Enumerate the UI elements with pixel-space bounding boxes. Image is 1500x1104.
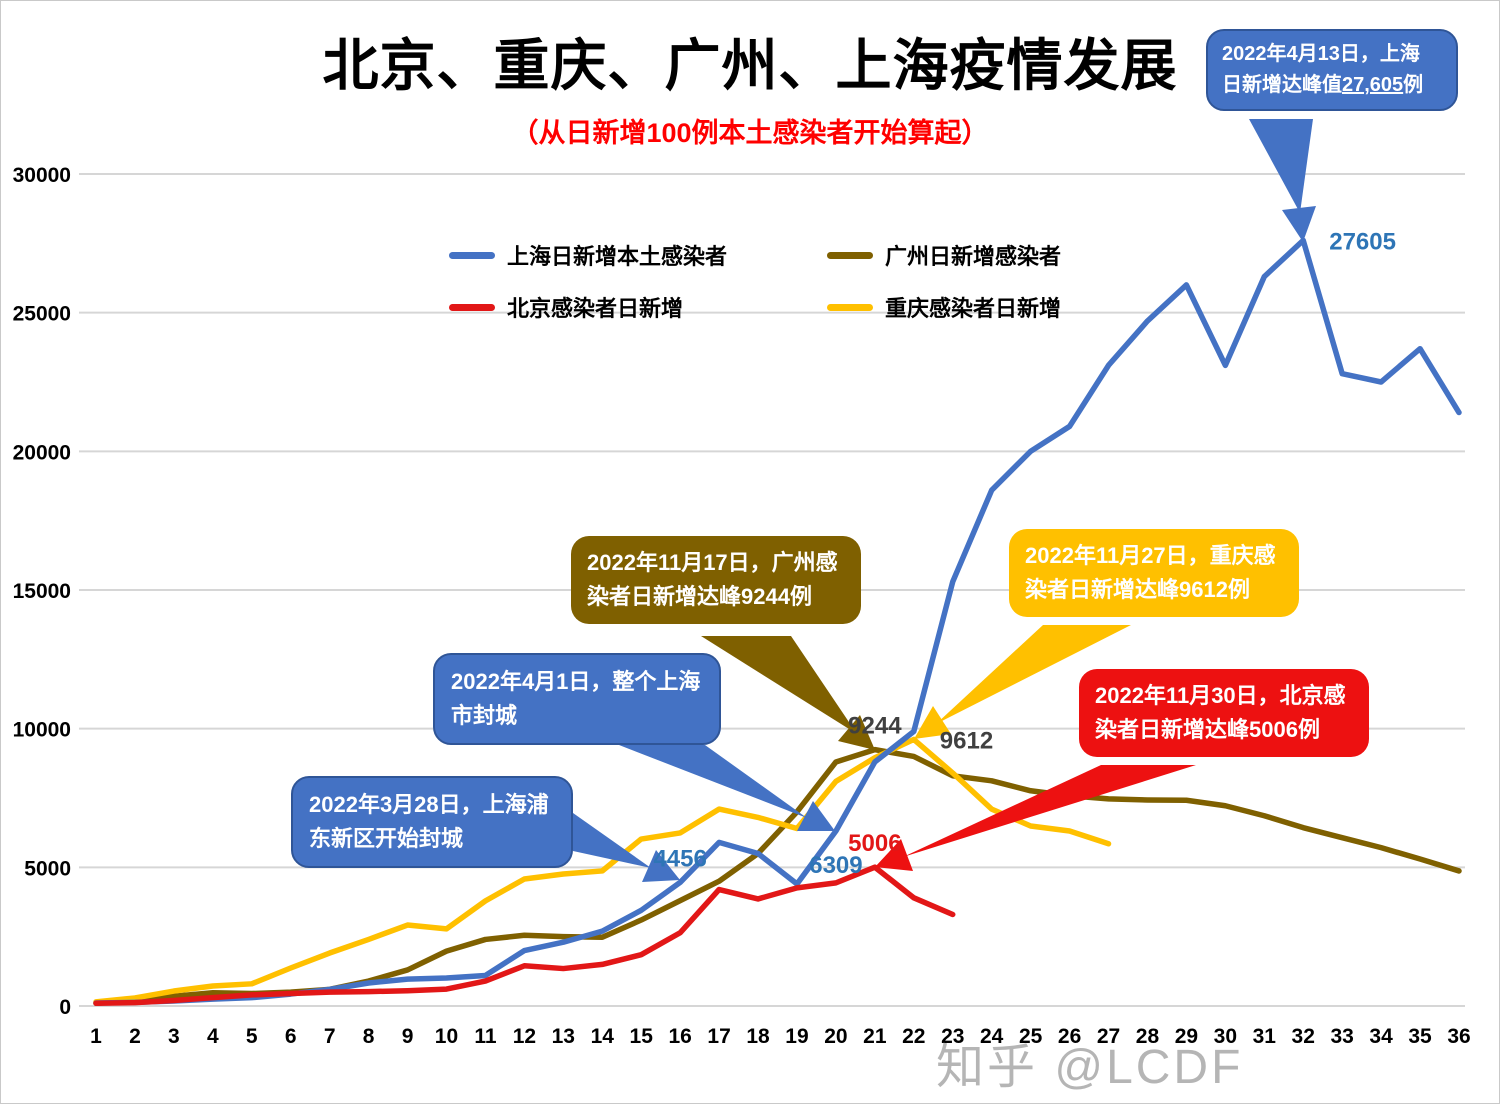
x-tick-16: 16: [668, 1025, 691, 1048]
x-tick-33: 33: [1330, 1025, 1353, 1048]
callout-tail-guangzhou: [701, 636, 857, 734]
callout-pudong-lockdown: 2022年3月28日，上海浦东新区开始封城: [291, 776, 573, 869]
x-tick-14: 14: [591, 1025, 615, 1048]
x-tick-23: 23: [941, 1025, 964, 1048]
callout-shanghai-lockdown: 2022年4月1日，整个上海市封城: [433, 653, 721, 746]
point-label-4456: 4456: [653, 845, 706, 872]
x-tick-25: 25: [1019, 1025, 1043, 1048]
legend-swatch-shanghai: [449, 251, 495, 259]
callout-arrowhead-shanghai-peak: [1282, 206, 1316, 242]
x-tick-18: 18: [746, 1025, 770, 1048]
series-lines: [93, 237, 1462, 1006]
point-label-27605: 27605: [1329, 228, 1396, 255]
x-tick-5: 5: [246, 1025, 258, 1048]
x-tick-27: 27: [1097, 1025, 1120, 1048]
x-tick-13: 13: [552, 1025, 575, 1048]
legend-item-shanghai: 上海日新增本土感染者: [449, 241, 827, 269]
legend-label-chongqing: 重庆感染者日新增: [885, 296, 1062, 321]
x-tick-28: 28: [1136, 1025, 1160, 1048]
y-tick-30000: 30000: [13, 164, 71, 187]
legend-label-guangzhou: 广州日新增感染者: [885, 244, 1062, 269]
callout-tail-shanghai-peak: [1249, 119, 1313, 213]
callout-arrowhead-beijing: [875, 839, 913, 871]
x-tick-30: 30: [1214, 1025, 1237, 1048]
series-line-beijing: [93, 864, 956, 1006]
x-tick-24: 24: [980, 1025, 1004, 1048]
y-tick-0: 0: [59, 996, 71, 1019]
x-tick-6: 6: [285, 1025, 297, 1048]
x-tick-20: 20: [824, 1025, 847, 1048]
callout-chongqing-peak: 2022年11月27日，重庆感染者日新增达峰9612例: [1009, 529, 1299, 618]
callout-tail-shanghai-lockdown: [619, 745, 807, 818]
callout-arrowhead-shanghai-lockdown: [797, 801, 835, 831]
x-tick-15: 15: [630, 1025, 654, 1048]
x-tick-22: 22: [902, 1025, 925, 1048]
callout-beijing-peak: 2022年11月30日，北京感染者日新增达峰5006例: [1079, 669, 1369, 758]
callout-arrowhead-chongqing: [914, 706, 951, 739]
x-tick-4: 4: [207, 1025, 219, 1048]
callout-tail-beijing: [903, 765, 1196, 857]
x-tick-9: 9: [402, 1025, 414, 1048]
legend-item-guangzhou: 广州日新增感染者: [827, 241, 1127, 269]
x-tick-17: 17: [707, 1025, 730, 1048]
x-tick-31: 31: [1253, 1025, 1277, 1048]
y-tick-5000: 5000: [24, 857, 71, 880]
x-tick-21: 21: [863, 1025, 887, 1048]
legend-swatch-guangzhou: [827, 251, 873, 259]
point-label-9612: 9612: [940, 727, 993, 754]
x-tick-7: 7: [324, 1025, 336, 1048]
series-line-chongqing: [93, 736, 1112, 1005]
point-label-6309: 6309: [809, 852, 862, 879]
x-tick-34: 34: [1369, 1025, 1393, 1048]
callout-arrowhead-guangzhou: [838, 715, 875, 750]
legend-item-beijing: 北京感染者日新增: [449, 293, 827, 321]
callout-shanghai-peak-line2-prefix: 日新增达峰值: [1222, 74, 1342, 96]
x-tick-10: 10: [435, 1025, 458, 1048]
callout-shanghai-peak-value: 27,605: [1342, 74, 1404, 96]
x-tick-11: 11: [474, 1025, 497, 1048]
callout-shanghai-peak-line2-suffix: 例: [1403, 74, 1424, 96]
x-tick-32: 32: [1292, 1025, 1315, 1048]
watermark: 知乎 @LCDF: [936, 1041, 1244, 1094]
x-tick-2: 2: [129, 1025, 141, 1048]
page-title: 北京、重庆、广州、上海疫情发展: [322, 34, 1178, 97]
legend-item-chongqing: 重庆感染者日新增: [827, 293, 1127, 321]
x-tick-29: 29: [1175, 1025, 1198, 1048]
legend-swatch-chongqing: [827, 303, 873, 311]
legend-label-shanghai: 上海日新增本土感染者: [507, 244, 728, 269]
callout-shanghai-peak: 2022年4月13日，上海 日新增达峰值27,605例: [1206, 29, 1458, 111]
x-tick-12: 12: [513, 1025, 536, 1048]
point-label-9244: 9244: [848, 713, 902, 740]
page-subtitle: （从日新增100例本土感染者开始算起）: [511, 118, 989, 148]
x-tick-1: 1: [90, 1025, 102, 1048]
callout-guangzhou-peak: 2022年11月17日，广州感染者日新增达峰9244例: [571, 536, 861, 625]
callout-arrows: [573, 119, 1316, 882]
callout-tail-chongqing: [936, 625, 1131, 724]
x-tick-8: 8: [363, 1025, 375, 1048]
y-tick-20000: 20000: [13, 441, 71, 464]
x-tick-3: 3: [168, 1025, 180, 1048]
legend-label-beijing: 北京感染者日新增: [507, 296, 684, 321]
callout-tail-pudong-lockdown: [573, 813, 651, 868]
point-label-5006: 5006: [848, 830, 901, 857]
y-tick-15000: 15000: [13, 580, 71, 603]
x-tick-19: 19: [785, 1025, 808, 1048]
callout-shanghai-peak-line1: 2022年4月13日，上海: [1222, 43, 1420, 65]
legend: 上海日新增本土感染者 广州日新增感染者 北京感染者日新增 重庆感染者日新增: [449, 241, 1127, 321]
x-tick-36: 36: [1447, 1025, 1470, 1048]
x-tick-35: 35: [1408, 1025, 1432, 1048]
y-tick-10000: 10000: [13, 719, 71, 742]
y-tick-25000: 25000: [13, 303, 71, 326]
legend-swatch-beijing: [449, 303, 495, 311]
callout-arrowhead-pudong-lockdown: [642, 850, 680, 882]
x-tick-26: 26: [1058, 1025, 1081, 1048]
